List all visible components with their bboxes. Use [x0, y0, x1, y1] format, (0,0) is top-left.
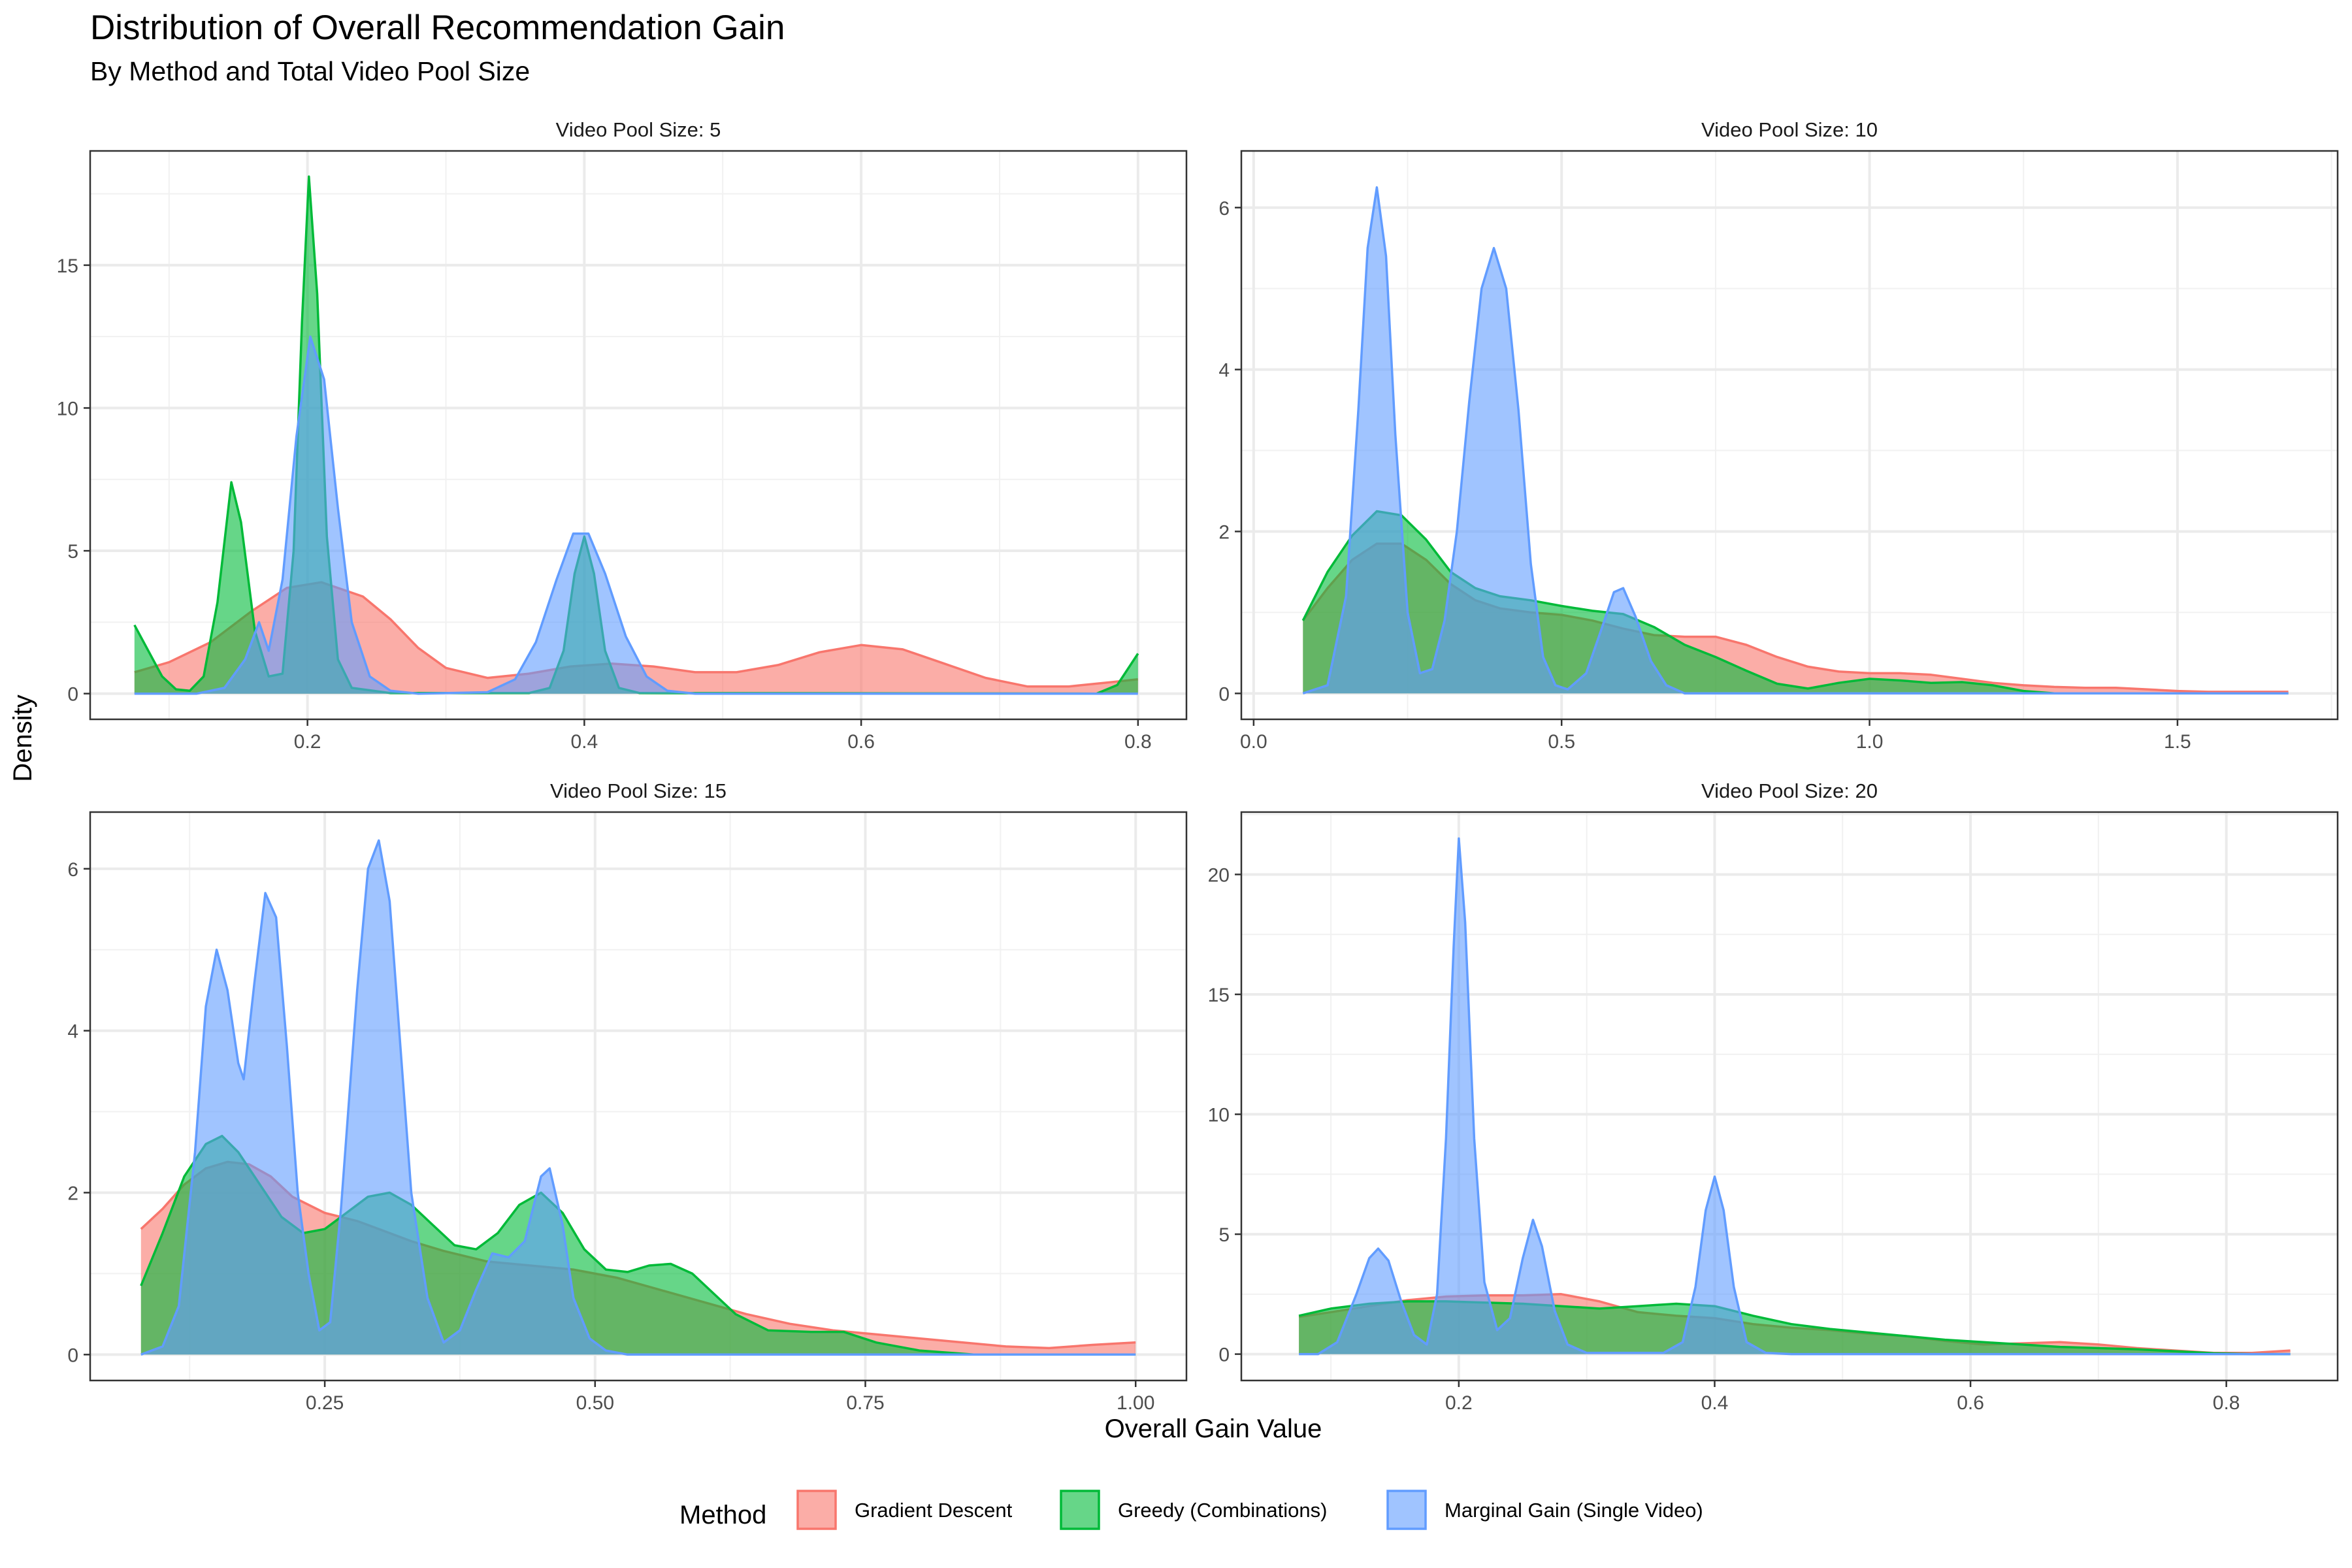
panel-4-y-tick-label: 20 [1208, 864, 1230, 886]
panel-1-x-tick-label: 0.2 [294, 731, 321, 753]
panel-1: Video Pool Size: 5 0.2 0.4 0.6 0.8 0 5 10 15 [57, 118, 1188, 753]
panel-4-area-marginal-gain-single-video [1299, 838, 2291, 1354]
panel-2-y-tick-label: 0 [1218, 683, 1230, 705]
legend: Gradient Descent Greedy (Combinations) Mar… [795, 1488, 1703, 1531]
panel-1-area-gradient-descent [134, 582, 1138, 694]
panel-4-y-tick-label: 15 [1208, 985, 1230, 1006]
panel-2-area-greedy-combinations [1303, 511, 2289, 694]
panel-1-x-tick-label: 0.8 [1124, 731, 1152, 753]
panel-4-x-tick-label: 0.2 [1445, 1392, 1473, 1414]
panel-4-y-tick-label: 10 [1208, 1105, 1230, 1126]
panel-4-strip-label: Video Pool Size: 20 [1701, 779, 1878, 802]
panel-2-y-tick-label: 2 [1218, 521, 1230, 543]
panel-3-border [89, 811, 1188, 1382]
panel-1-y-tick-label: 5 [67, 541, 78, 563]
panel-3-y-tick-label: 0 [67, 1345, 78, 1366]
panel-1-strip-label: Video Pool Size: 5 [556, 118, 721, 141]
panel-2-x-tick-label: 1.5 [2164, 731, 2191, 753]
panel-4: Video Pool Size: 20 0.2 0.4 0.6 0.8 0 5 10 15 20 [1208, 779, 2339, 1414]
panel-3-line-marginal-gain-single-video [140, 839, 1136, 1356]
legend-title: Method [679, 1501, 766, 1529]
panel-2: Video Pool Size: 10 0.0 0.5 1.0 1.5 0 2 4 6 [1218, 118, 2339, 753]
legend-label-marginal-gain-single-video: Marginal Gain (Single Video) [1445, 1499, 1703, 1522]
panel-3-strip-label: Video Pool Size: 15 [550, 779, 727, 802]
legend-key-marginal-gain-single-video [1386, 1490, 1427, 1530]
panel-2-border [1240, 150, 2339, 721]
panel-3-x-tick-label: 0.50 [576, 1392, 614, 1414]
panel-3-y-tick-label: 2 [67, 1183, 78, 1204]
panel-1-area-marginal-gain-single-video [134, 336, 1138, 694]
panel-2-x-tick-label: 1.0 [1856, 731, 1884, 753]
legend-key-greedy-combinations [1060, 1490, 1100, 1530]
panel-3-y-tick-label: 6 [67, 859, 78, 881]
panel-4-line-marginal-gain-single-video [1299, 837, 2291, 1356]
panel-1-y-tick-label: 15 [57, 255, 78, 277]
panel-4-y-tick-label: 0 [1218, 1345, 1230, 1366]
panel-2-line-marginal-gain-single-video [1302, 186, 2289, 695]
panel-2-line-greedy-combinations [1301, 510, 2289, 695]
panel-2-y-tick-label: 6 [1218, 198, 1230, 220]
panel-2-y-tick-label: 4 [1218, 360, 1230, 382]
chart-title: Distribution of Overall Recommendation G… [90, 8, 785, 47]
panel-3-y-tick-label: 4 [67, 1021, 78, 1043]
panel-4-background [1241, 812, 2338, 1380]
panel-2-strip-label: Video Pool Size: 10 [1701, 118, 1878, 141]
y-axis-title: Density [8, 694, 37, 781]
panel-2-x-tick-label: 0.5 [1548, 731, 1575, 753]
legend-key-gradient-descent [796, 1490, 837, 1530]
panel-3-x-tick-label: 1.00 [1117, 1392, 1154, 1414]
panel-2-area-marginal-gain-single-video [1303, 187, 2289, 694]
chart-subtitle: By Method and Total Video Pool Size [90, 56, 531, 86]
legend-label-greedy-combinations: Greedy (Combinations) [1118, 1499, 1327, 1522]
panel-1-x-tick-label: 0.6 [847, 731, 875, 753]
panel-1-x-tick-label: 0.4 [571, 731, 598, 753]
panel-3: Video Pool Size: 15 0.25 0.50 0.75 1.00 0 2 4 6 [67, 779, 1188, 1414]
panel-3-area-marginal-gain-single-video [140, 840, 1136, 1355]
panel-1-area-greedy-combinations [134, 176, 1138, 694]
panel-4-y-tick-label: 5 [1218, 1224, 1230, 1246]
panel-3-x-tick-label: 0.75 [846, 1392, 884, 1414]
panel-1-y-tick-label: 0 [67, 684, 78, 706]
panel-3-x-tick-label: 0.25 [306, 1392, 344, 1414]
panel-1-line-marginal-gain-single-video [134, 335, 1138, 695]
panel-2-x-tick-label: 0.0 [1240, 731, 1267, 753]
panel-4-border [1240, 811, 2339, 1382]
panel-1-border [89, 150, 1188, 721]
panel-1-y-tick-label: 10 [57, 398, 78, 419]
legend-label-gradient-descent: Gradient Descent [855, 1499, 1013, 1522]
panel-4-x-tick-label: 0.8 [2213, 1392, 2240, 1414]
panel-4-x-tick-label: 0.6 [1957, 1392, 1984, 1414]
x-axis-title: Overall Gain Value [1105, 1414, 1322, 1443]
panel-4-x-tick-label: 0.4 [1701, 1392, 1729, 1414]
